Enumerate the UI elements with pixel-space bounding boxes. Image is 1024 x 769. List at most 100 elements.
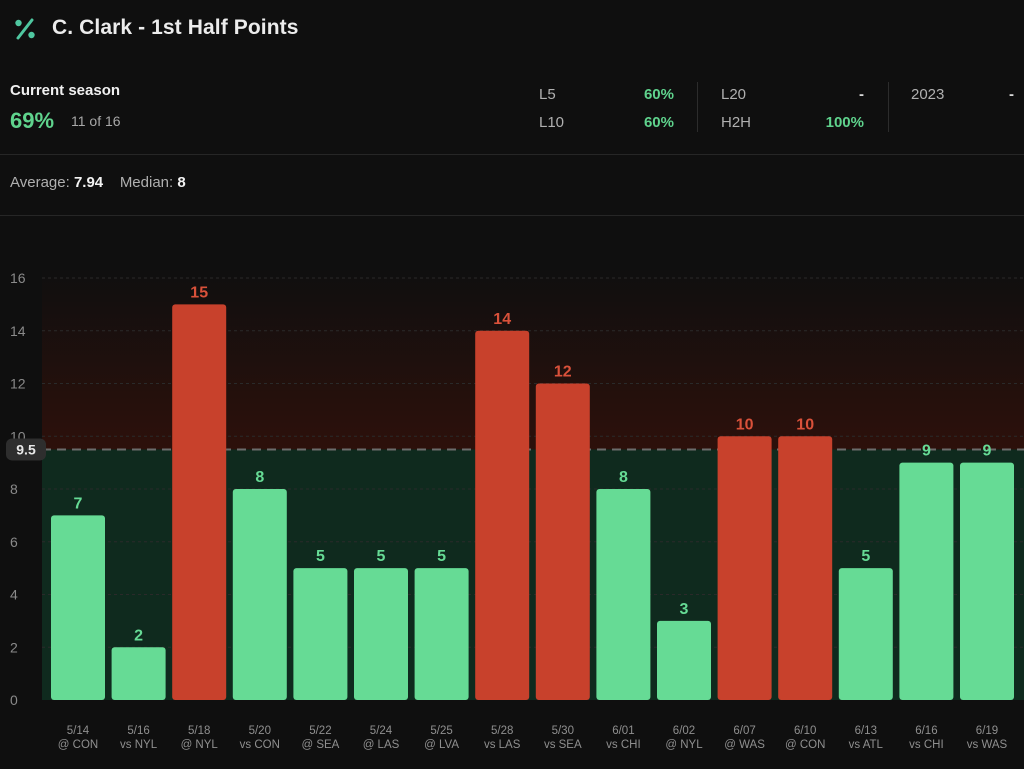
x-tick-opponent: vs NYL	[120, 739, 158, 751]
percent-icon	[12, 16, 38, 42]
x-tick-date: 5/30	[552, 725, 574, 737]
x-tick-date: 5/18	[188, 725, 210, 737]
x-tick-opponent: vs CON	[240, 739, 280, 751]
bar-value-label: 5	[437, 548, 446, 565]
average-median: Average: 7.94 Median: 8	[10, 174, 186, 191]
x-tick-opponent: vs ATL	[849, 739, 884, 751]
l5-label: L5	[539, 86, 556, 103]
bar	[960, 462, 1014, 700]
x-tick-opponent: @ SEA	[301, 739, 339, 751]
prop-line-badge	[6, 438, 46, 461]
season-hit-count: 11 of 16	[71, 113, 121, 129]
bar	[354, 568, 408, 700]
x-tick-opponent: vs LAS	[484, 739, 521, 751]
y-tick-label: 6	[10, 534, 18, 550]
bar	[899, 462, 954, 700]
l10-label: L10	[539, 114, 565, 131]
stat-divider	[888, 82, 889, 132]
x-tick-date: 5/24	[370, 725, 393, 737]
h2h-value: 100%	[825, 114, 864, 131]
stat-divider	[697, 82, 698, 132]
l20-label: L20	[721, 86, 747, 103]
page-title: C. Clark - 1st Half Points	[52, 16, 299, 39]
bar	[293, 568, 348, 700]
bar-value-label: 14	[493, 311, 511, 328]
x-tick-date: 6/07	[733, 725, 755, 737]
y-tick-label: 12	[10, 376, 26, 392]
x-tick-opponent: vs CHI	[909, 739, 944, 751]
bar-value-label: 7	[74, 495, 83, 512]
bar-value-label: 9	[983, 443, 992, 460]
bar-value-label: 2	[134, 627, 143, 644]
bar	[717, 436, 772, 700]
median-value: 8	[177, 174, 186, 191]
bar-value-label: 12	[554, 364, 572, 381]
x-tick-opponent: @ LAS	[363, 739, 400, 751]
x-tick-opponent: @ WAS	[724, 739, 765, 751]
bar	[838, 568, 893, 700]
x-tick-date: 5/20	[249, 725, 271, 737]
x-tick-date: 5/25	[430, 725, 452, 737]
average-median-row: Average: 7.94 Median: 8	[0, 155, 1024, 216]
x-tick-opponent: @ CON	[58, 739, 98, 751]
bar-value-label: 8	[255, 469, 264, 486]
bar	[414, 568, 469, 700]
y-tick-label: 0	[10, 692, 18, 708]
bar	[232, 489, 287, 700]
bar	[475, 330, 530, 700]
x-tick-date: 6/16	[915, 725, 937, 737]
average-value: 7.94	[73, 174, 104, 191]
bar	[172, 304, 227, 700]
y-tick-label: 14	[10, 323, 26, 339]
bar	[778, 436, 833, 700]
x-tick-opponent: vs CHI	[606, 739, 641, 751]
x-tick-opponent: @ LVA	[424, 739, 459, 751]
l10-value: 60%	[643, 114, 674, 131]
season-hit-rate: 69%	[10, 108, 55, 133]
bar-value-label: 3	[680, 601, 689, 618]
x-tick-date: 5/22	[309, 725, 331, 737]
x-tick-date: 6/10	[794, 725, 816, 737]
bar-value-label: 15	[190, 284, 208, 301]
y2023-value: -	[1009, 86, 1014, 103]
y-tick-label: 2	[10, 639, 18, 655]
bar-value-label: 5	[377, 548, 386, 565]
bar-value-label: 10	[796, 416, 814, 433]
l5-value: 60%	[643, 86, 674, 103]
bar-value-label: 5	[861, 548, 870, 565]
header: C. Clark - 1st Half Points	[0, 0, 1024, 62]
x-tick-opponent: @ NYL	[665, 739, 703, 751]
average-label: Average:	[10, 174, 70, 191]
x-tick-date: 6/13	[855, 725, 877, 737]
h2h-label: H2H	[721, 114, 752, 131]
bar-value-label: 5	[316, 548, 325, 565]
y-tick-label: 16	[10, 270, 26, 286]
season-summary: Current season 69% 11 of 16 L5 60% L10 6…	[0, 62, 1024, 155]
chart-svg: 0 2 4 6 8 10 12 14 16 9.5 7 5/14 @ CON 2 5/16 vs NYL 15 5…	[6, 268, 1024, 751]
bar	[657, 620, 711, 700]
bar-value-label: 8	[619, 469, 628, 486]
bar-value-label: 10	[736, 416, 754, 433]
median-label: Median:	[119, 174, 174, 191]
bar	[51, 515, 105, 700]
bar	[535, 383, 590, 700]
y-tick-label: 8	[10, 481, 18, 497]
x-tick-opponent: @ CON	[785, 739, 825, 751]
bar-value-label: 9	[922, 443, 931, 460]
y2023-label: 2023	[911, 86, 945, 103]
x-tick-date: 6/02	[673, 725, 695, 737]
x-tick-opponent: vs SEA	[544, 739, 582, 751]
bar	[111, 647, 166, 700]
prop-line-label: 9.5	[16, 441, 36, 457]
x-tick-date: 5/16	[127, 725, 149, 737]
points-bar-chart: 0 2 4 6 8 10 12 14 16 9.5 7 5/14 @ CON 2 5/16 vs NYL 15 5…	[0, 216, 1024, 764]
y-tick-label: 4	[10, 587, 18, 603]
x-tick-date: 5/14	[67, 725, 90, 737]
x-tick-opponent: vs WAS	[967, 739, 1008, 751]
x-tick-date: 6/01	[612, 725, 634, 737]
x-tick-date: 6/19	[976, 725, 998, 737]
bar	[596, 489, 651, 700]
l20-value: -	[859, 86, 864, 103]
x-tick-opponent: @ NYL	[181, 739, 219, 751]
x-tick-date: 5/28	[491, 725, 513, 737]
